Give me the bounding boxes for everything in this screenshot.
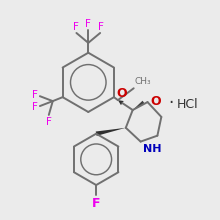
Polygon shape xyxy=(133,101,145,110)
Text: CH₃: CH₃ xyxy=(135,77,151,86)
Text: F: F xyxy=(98,22,104,32)
Text: ·: · xyxy=(169,94,174,112)
Text: O: O xyxy=(116,87,127,100)
Text: F: F xyxy=(92,197,100,210)
Text: F: F xyxy=(85,19,91,29)
Polygon shape xyxy=(118,100,124,105)
Text: F: F xyxy=(32,90,38,100)
Text: F: F xyxy=(73,22,78,32)
Text: O: O xyxy=(150,95,161,108)
Polygon shape xyxy=(96,128,126,136)
Text: HCl: HCl xyxy=(177,98,199,111)
Text: F: F xyxy=(32,102,38,112)
Text: F: F xyxy=(46,117,52,127)
Text: NH: NH xyxy=(143,144,161,154)
